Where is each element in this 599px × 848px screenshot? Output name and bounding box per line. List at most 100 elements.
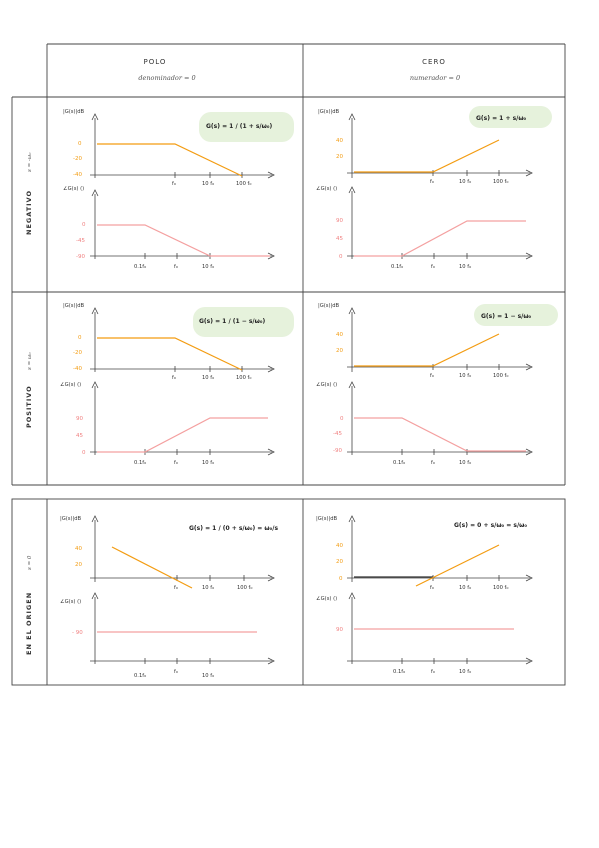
tick-label: 10 f₀ xyxy=(459,179,471,185)
magnitude-curve xyxy=(415,544,500,587)
panel-pos-cero: |G(s)|dB 40 20 f₀ 10 f₀ 100 f₀ G(s) = 1 … xyxy=(316,303,558,466)
magnitude-curve xyxy=(97,337,243,371)
tick-label: 10 f₀ xyxy=(202,585,214,591)
panel-pos-polo: |G(s)|dB 0 -20 -40 f₀ 10 f₀ 100 f₀ G(s) … xyxy=(60,303,294,466)
equation: G(s) = 1 / (1 − s/ω₀) xyxy=(199,318,265,325)
phase-curve xyxy=(97,224,270,257)
phase-axis-label: ∠G(s) () xyxy=(316,382,337,388)
tick-label: -40 xyxy=(73,172,82,178)
tick-label: 40 xyxy=(75,546,82,552)
tick-label: 20 xyxy=(336,559,343,565)
tick-label: 10 f₀ xyxy=(202,264,214,270)
tick-label: 10 f₀ xyxy=(202,673,214,679)
tick-label: 0 xyxy=(82,222,86,228)
magnitude-curve xyxy=(354,139,500,173)
tick-label: -90 xyxy=(333,448,342,454)
tick-label: 20 xyxy=(336,154,343,160)
mag-axis-label: |G(s)|dB xyxy=(318,109,340,115)
equation-box xyxy=(469,106,552,128)
magnitude-curve xyxy=(111,546,193,589)
tick-label: 10 f₀ xyxy=(202,375,214,381)
panel-neg-polo: |G(s)|dB 0 -20 -40 f₀ 10 f₀ 100 f₀ G(s) … xyxy=(63,109,294,270)
cero-title: CERO xyxy=(422,58,446,66)
mag-axis-label: |G(s)|dB xyxy=(318,303,340,309)
equation-box xyxy=(199,112,294,142)
tick-label: 90 xyxy=(76,416,83,422)
row-sub-positivo: s = ω₀ xyxy=(27,352,33,370)
tick-label: 10 f₀ xyxy=(202,460,214,466)
tick-label: f₀ xyxy=(431,264,435,270)
phase-curve xyxy=(354,220,526,257)
tick-label: 100 f₀ xyxy=(236,181,251,187)
tick-label: 40 xyxy=(336,332,343,338)
row-label-negativo: NEGATIVO xyxy=(25,190,33,235)
phase-axis-label: ∠G(s) () xyxy=(316,186,337,192)
mag-axis-label: |G(s)|dB xyxy=(63,303,85,309)
tick-label: 10 f₀ xyxy=(202,181,214,187)
tick-label: f₀ xyxy=(431,669,435,675)
tick-label: 20 xyxy=(336,348,343,354)
tick-label: 0 xyxy=(340,416,344,422)
tick-label: 10 f₀ xyxy=(459,585,471,591)
tick-label: f₀ xyxy=(430,585,434,591)
tick-label: f₀ xyxy=(174,264,178,270)
phase-curve xyxy=(97,417,268,453)
polo-subtitle: denominador = 0 xyxy=(138,74,195,82)
tick-label: f₀ xyxy=(174,460,178,466)
tick-label: -20 xyxy=(73,350,82,356)
tick-label: 100 f₀ xyxy=(236,375,251,381)
mag-axis-label: |G(s)|dB xyxy=(316,516,338,522)
tick-label: 100 f₀ xyxy=(237,585,252,591)
tick-label: 0.1f₀ xyxy=(134,673,146,679)
magnitude-curve xyxy=(97,143,243,177)
table-origin xyxy=(11,498,566,686)
mag-axis-label: |G(s)|dB xyxy=(60,516,82,522)
equation: G(s) = 1 / (1 + s/ω₀) xyxy=(206,123,272,130)
tick-label: 0.1f₀ xyxy=(134,264,146,270)
tick-label: 0 xyxy=(339,576,343,582)
magnitude-curve xyxy=(354,333,500,367)
row-label-origen: EN EL ORIGEN xyxy=(25,592,33,655)
tick-label: 0.1f₀ xyxy=(391,264,403,270)
tick-label: -45 xyxy=(333,431,342,437)
tick-label: f₀ xyxy=(430,373,434,379)
phase-axis-label: ∠G(s) () xyxy=(60,382,81,388)
tick-label: 10 f₀ xyxy=(459,264,471,270)
tick-label: 45 xyxy=(336,236,343,242)
phase-axis-label: ∠G(s) () xyxy=(60,599,81,605)
tick-label: f₀ xyxy=(172,375,176,381)
panel-neg-cero: |G(s)|dB 40 20 f₀ 10 f₀ 100 f₀ G(s) = 1 … xyxy=(316,106,552,270)
phase-axis-label: ∠G(s) () xyxy=(63,186,84,192)
tick-label: 90 xyxy=(336,627,343,633)
panel-origen-polo: |G(s)|dB 40 20 f₀ 10 f₀ 100 f₀ G(s) = 1 … xyxy=(60,515,278,679)
tick-label: 40 xyxy=(336,138,343,144)
tick-label: 20 xyxy=(75,562,82,568)
tick-label: f₀ xyxy=(172,181,176,187)
equation-box xyxy=(474,304,558,326)
tick-label: 0.1f₀ xyxy=(134,460,146,466)
tick-label: 100 f₀ xyxy=(493,373,508,379)
row-label-positivo: POSITIVO xyxy=(25,385,33,428)
tick-label: -40 xyxy=(73,366,82,372)
cero-subtitle: numerador = 0 xyxy=(410,74,460,82)
tick-label: 0 xyxy=(78,335,82,341)
tick-label: 0.1f₀ xyxy=(393,460,405,466)
tick-label: 90 xyxy=(336,218,343,224)
tick-label: -20 xyxy=(73,156,82,162)
tick-label: f₀ xyxy=(174,669,178,675)
tick-label: 40 xyxy=(336,543,343,549)
tick-label: 0 xyxy=(82,450,86,456)
table-main xyxy=(11,43,566,486)
equation: G(s) = 1 + s/ω₀ xyxy=(476,115,527,122)
mag-axis-label: |G(s)|dB xyxy=(63,109,85,115)
row-sub-negativo: s = -ω₀ xyxy=(27,152,33,172)
tick-label: 100 f₀ xyxy=(493,179,508,185)
panel-origen-cero: |G(s)|dB 40 20 0 f₀ 10 f₀ 100 f₀ G(s) = … xyxy=(316,515,533,675)
equation: G(s) = 1 − s/ω₀ xyxy=(481,313,532,320)
tick-label: 10 f₀ xyxy=(459,460,471,466)
tick-label: 0 xyxy=(339,254,343,260)
tick-label: f₀ xyxy=(431,460,435,466)
tick-label: f₀ xyxy=(430,179,434,185)
tick-label: - 90 xyxy=(72,630,83,636)
tick-label: 100 f₀ xyxy=(493,585,508,591)
